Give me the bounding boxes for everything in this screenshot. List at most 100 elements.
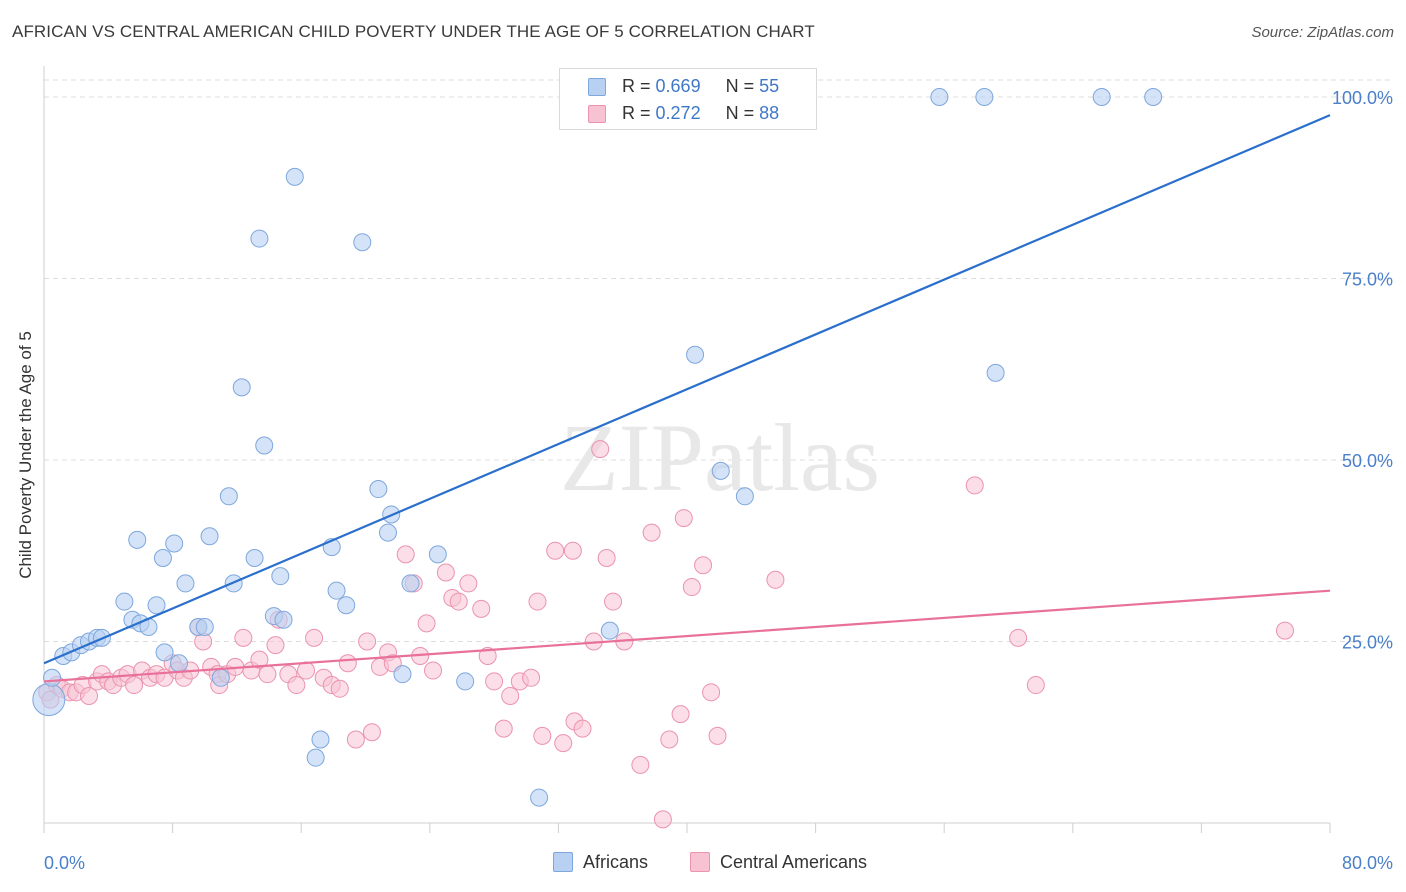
central-americans-point-75 [597,549,616,568]
central-americans-point-38 [297,661,316,680]
tick-labels: 25.0% 50.0% 75.0% 100.0% 0.0% 80.0% [44,88,1393,873]
source-label: Source: ZipAtlas.com [1251,24,1394,41]
central-americans-point-46 [362,723,381,742]
africans-legend-label: Africans [583,852,649,872]
central-americans-point-87 [708,726,727,745]
africans-point-31 [274,610,293,629]
central-americans-point-62 [494,719,513,738]
central-americans-r-value: 0.272 [655,103,701,123]
africans-point-55 [1144,88,1163,106]
central-americans-legend-swatch [690,852,710,872]
africans-point-53 [986,363,1005,382]
africans-point-32 [285,167,304,186]
y-tick-label-100: 100.0% [1332,88,1393,108]
central-americans-point-53 [417,614,436,633]
africans-point-52 [975,88,994,106]
bottom-legend-central-americans: Central Americans [690,852,867,873]
africans-point-33 [306,748,325,767]
central-americans-point-59 [472,599,491,618]
africans-points [32,88,1163,807]
central-americans-point-33 [258,665,277,684]
central-americans-point-39 [305,628,324,647]
x-tick-label-max: 80.0% [1342,853,1393,873]
central-americans-point-63 [501,686,520,705]
trend-line-africans [43,114,1331,665]
legend-box: R = 0.669 N = 55 R = 0.272 N = 88 [559,68,817,130]
africans-point-21 [200,527,219,546]
central-americans-point-7 [80,686,99,705]
africans-point-15 [153,549,172,568]
africans-legend-swatch [553,852,573,872]
africans-point-50 [735,487,754,506]
central-americans-point-74 [591,440,610,459]
central-americans-point-61 [485,672,504,691]
africans-point-44 [428,545,447,564]
legend-r-label: R = [622,103,651,123]
central-americans-point-32 [250,650,269,669]
central-americans-point-82 [671,705,690,724]
africans-point-23 [219,487,238,506]
africans-point-48 [686,345,705,364]
central-americans-point-85 [694,556,713,575]
africans-point-39 [369,480,388,499]
central-americans-point-14 [125,676,144,695]
africans-point-51 [930,88,949,106]
central-americans-point-66 [528,592,547,611]
africans-point-26 [245,549,264,568]
central-americans-point-70 [563,541,582,560]
africans-point-22 [211,668,230,687]
africans-point-29 [271,567,290,586]
central-americans-point-68 [546,541,565,560]
trend-lines [43,114,1331,683]
central-americans-point-54 [424,661,443,680]
y-tick-label-75: 75.0% [1342,270,1393,290]
central-americans-point-69 [554,734,573,753]
central-americans-point-83 [674,509,693,528]
africans-point-36 [327,581,346,600]
central-americans-point-50 [396,545,415,564]
central-americans-point-57 [449,592,468,611]
central-americans-point-44 [346,730,365,749]
africans-point-13 [147,596,166,615]
africans-point-17 [170,654,189,673]
central-americans-legend-label: Central Americans [720,852,868,872]
africans-point-0 [32,683,66,717]
central-americans-n-value: 88 [759,103,780,123]
central-americans-point-65 [522,668,541,687]
africans-point-12 [128,530,147,549]
y-tick-label-50: 50.0% [1342,451,1393,471]
central-americans-point-91 [1026,676,1045,695]
watermark: ZIPatlas [560,404,880,511]
central-americans-point-92 [1275,621,1294,640]
central-americans-point-34 [266,636,285,655]
central-americans-point-43 [338,654,357,673]
africans-point-25 [232,378,251,397]
africans-n-value: 55 [759,76,780,96]
africans-point-47 [600,621,619,640]
africans-point-27 [250,229,269,248]
bottom-legend-africans: Africans [553,852,648,873]
africans-point-41 [379,523,398,542]
africans-point-20 [195,617,214,636]
africans-r-value: 0.669 [655,76,701,96]
central-americans-point-81 [660,730,679,749]
africans-point-14 [155,643,174,662]
central-americans-point-45 [358,632,377,651]
x-tick-label-min: 0.0% [44,853,85,873]
africans-point-28 [255,436,274,455]
africans-point-42 [393,665,412,684]
y-tick-label-25: 25.0% [1342,633,1393,653]
central-americans-point-79 [642,523,661,542]
africans-swatch [588,78,606,96]
central-americans-point-80 [653,810,672,829]
legend-n-label: N = [725,103,755,123]
africans-point-43 [401,574,420,593]
africans-point-54 [1092,88,1111,106]
central-americans-point-42 [330,679,349,698]
central-americans-point-72 [573,719,592,738]
legend-r-label: R = [622,76,651,96]
central-americans-point-89 [965,476,984,495]
central-americans-point-90 [1009,628,1028,647]
africans-point-8 [115,592,134,611]
central-americans-point-76 [604,592,623,611]
